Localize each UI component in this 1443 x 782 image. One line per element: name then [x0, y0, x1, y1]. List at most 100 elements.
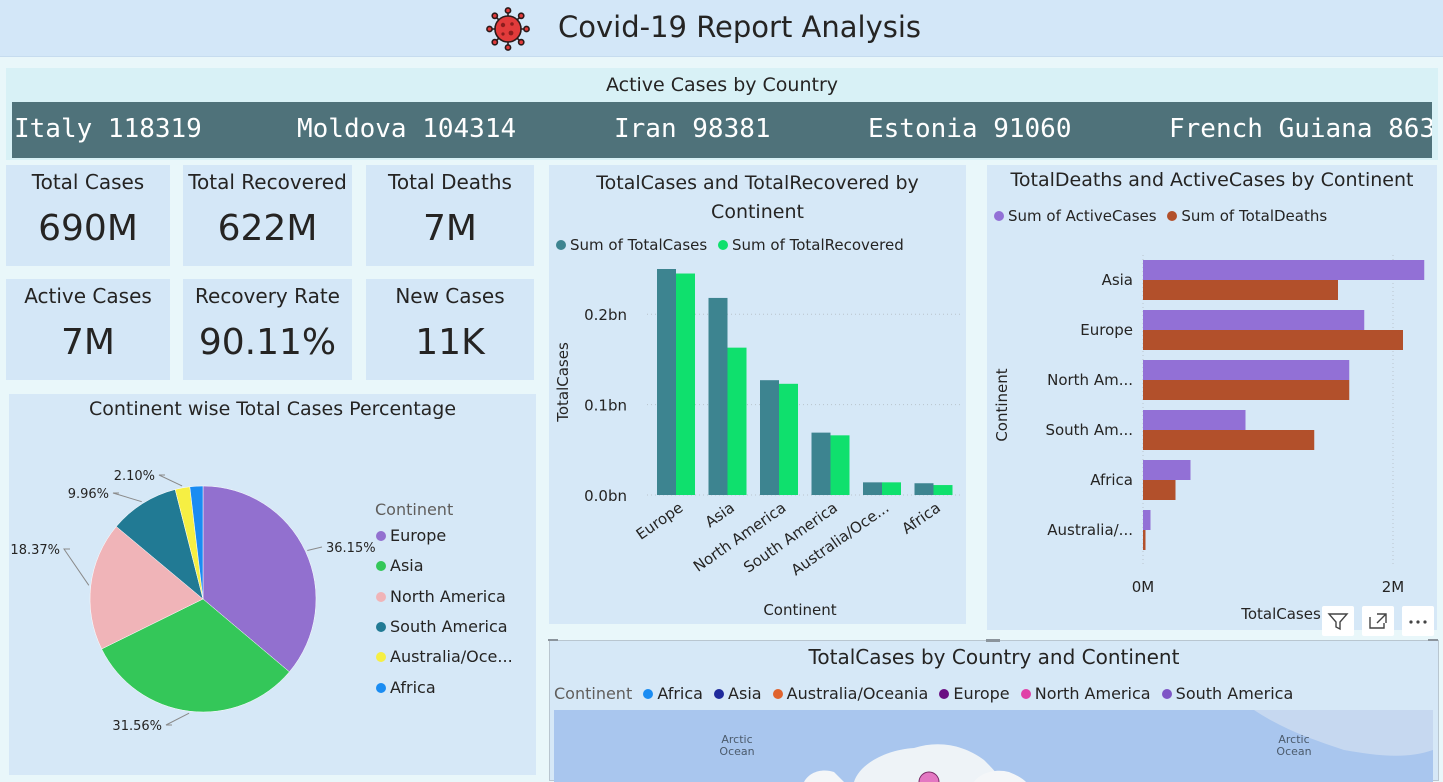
virus-icon	[486, 7, 530, 51]
resize-handle[interactable]	[1428, 639, 1438, 641]
y-tick-label: Asia	[1102, 271, 1133, 289]
pie-chart[interactable]: 36.15% 31.56% 18.37% 9.96% 2.10%	[9, 394, 536, 775]
ticker-item: Iran 98381	[614, 114, 771, 144]
pie-slice[interactable]	[101, 598, 290, 713]
resize-handle[interactable]	[548, 639, 558, 641]
more-options-button[interactable]	[1402, 606, 1434, 636]
legend-dot	[376, 531, 386, 541]
column-chart[interactable]: 0.0bn 0.1bn 0.2bn TotalCases Continent Europe…	[549, 165, 966, 624]
legend-label: South America	[390, 616, 508, 636]
map-legend: Continent Africa Asia Australia/Oceania …	[554, 684, 1293, 703]
total-deaths-bar[interactable]	[1143, 480, 1176, 500]
focus-mode-button[interactable]	[1362, 606, 1394, 636]
legend-dot	[556, 240, 566, 250]
legend-label: Europe	[953, 684, 1010, 703]
y-axis-title: Continent	[993, 368, 1011, 441]
total-cases-bar[interactable]	[657, 269, 676, 495]
active-cases-bar[interactable]	[1143, 360, 1350, 380]
total-cases-bar[interactable]	[863, 482, 882, 495]
legend-dot	[717, 240, 728, 250]
total-cases-bar[interactable]	[760, 380, 779, 495]
legend-label: North America	[1034, 684, 1151, 703]
recovery-rate-card[interactable]: Recovery Rate 90.11%	[183, 279, 352, 380]
pie-chart-title: Continent wise Total Cases Percentage	[88, 398, 457, 420]
column-chart-panel[interactable]: TotalCases and TotalRecovered by Contine…	[549, 165, 966, 624]
new-cases-card[interactable]: New Cases 11K	[366, 279, 534, 380]
total-cases-bar[interactable]	[914, 483, 934, 495]
active-cases-bar[interactable]	[1143, 510, 1151, 530]
resize-handle[interactable]	[986, 639, 1000, 642]
y-tick-label: 0.2bn	[584, 306, 627, 324]
active-cases-bar[interactable]	[1143, 410, 1246, 430]
pie-legend-item[interactable]: North America	[376, 587, 506, 606]
total-recovered-bar[interactable]	[727, 347, 747, 495]
total-deaths-bar[interactable]	[1143, 280, 1338, 300]
map-title: TotalCases by Country and Continent	[808, 645, 1180, 669]
legend-label: Australia/Oceania	[786, 684, 929, 703]
pie-slice[interactable]	[189, 485, 204, 600]
focus-mode-icon	[1369, 613, 1387, 629]
legend-dot	[376, 652, 386, 663]
pie-slice[interactable]	[202, 485, 317, 673]
legend-label: Asia	[728, 684, 762, 703]
card-value: 690M	[38, 208, 138, 249]
pie-legend-item[interactable]: Europe	[376, 526, 446, 545]
y-tick-label: Europe	[1080, 321, 1133, 339]
total-recovered-bar[interactable]	[676, 273, 695, 495]
map-panel[interactable]: TotalCases by Country and Continent Cont…	[548, 639, 1439, 782]
legend-label: Africa	[657, 684, 703, 703]
legend-label: Sum of ActiveCases	[1008, 207, 1157, 225]
map-legend-title: Continent	[554, 684, 633, 703]
active-cases-bar[interactable]	[1143, 260, 1425, 280]
total-cases-bar[interactable]	[811, 432, 831, 495]
pie-chart-panel[interactable]: Continent wise Total Cases Percentage 36…	[9, 394, 536, 775]
report-title: Covid-19 Report Analysis	[558, 10, 922, 44]
world-map[interactable]: Arctic Ocean Arctic Ocean	[554, 710, 1433, 782]
leader-line	[158, 474, 183, 487]
total-deaths-card[interactable]: Total Deaths 7M	[366, 165, 534, 266]
y-tick-label: 0.0bn	[584, 487, 627, 505]
total-recovered-bar[interactable]	[830, 435, 850, 495]
legend-dot	[376, 591, 386, 602]
pie-legend-title: Continent	[375, 500, 454, 519]
total-recovered-card[interactable]: Total Recovered 622M	[183, 165, 352, 266]
y-tick-label: North Am...	[1047, 371, 1133, 389]
active-cases-bar[interactable]	[1143, 310, 1365, 330]
total-cases-card[interactable]: Total Cases 690M	[6, 165, 170, 266]
active-cases-bar[interactable]	[1143, 460, 1191, 480]
pie-legend-item[interactable]: Asia	[376, 556, 424, 575]
pie-legend-item[interactable]: Australia/Oce...	[376, 647, 513, 666]
total-cases-bar[interactable]	[708, 297, 728, 495]
pie-data-label: 18.37%	[10, 543, 60, 558]
total-recovered-bar[interactable]	[882, 482, 901, 495]
legend-dot	[376, 561, 386, 572]
ticker-item: Estonia 91060	[868, 114, 1072, 144]
total-deaths-bar[interactable]	[1143, 430, 1315, 450]
legend-label: Sum of TotalCases	[570, 236, 708, 254]
horizontal-bar-panel[interactable]: TotalDeaths and ActiveCases by Continent…	[987, 165, 1437, 630]
legend-dot	[1161, 689, 1172, 699]
total-deaths-bar[interactable]	[1143, 330, 1403, 350]
pie-legend-item[interactable]: South America	[376, 617, 508, 636]
card-value: 90.11%	[198, 322, 337, 363]
total-deaths-bar[interactable]	[1143, 380, 1350, 400]
legend-dot	[1020, 689, 1031, 699]
legend-label: Sum of TotalRecovered	[731, 236, 904, 254]
card-label: Active Cases	[24, 284, 152, 308]
ocean-label: Arctic	[721, 733, 752, 746]
leader-line	[63, 548, 90, 586]
total-recovered-bar[interactable]	[779, 383, 798, 495]
total-recovered-bar[interactable]	[933, 485, 953, 495]
horizontal-bar-chart[interactable]: 0M 2M TotalCases Continent Asia Europe North A…	[987, 165, 1437, 630]
legend-dot	[643, 689, 654, 699]
total-deaths-bar[interactable]	[1143, 530, 1146, 550]
hbar-chart-title: TotalDeaths and ActiveCases by Continent	[1010, 169, 1414, 191]
pie-slice[interactable]	[89, 526, 204, 650]
pie-legend-item[interactable]: Africa	[376, 678, 436, 697]
filter-button[interactable]	[1322, 606, 1354, 636]
ocean-label: Arctic	[1278, 733, 1309, 746]
active-cases-card[interactable]: Active Cases 7M	[6, 279, 170, 380]
legend-label: Africa	[390, 677, 436, 697]
card-value: 622M	[217, 208, 318, 249]
legend-label: Asia	[390, 556, 424, 576]
